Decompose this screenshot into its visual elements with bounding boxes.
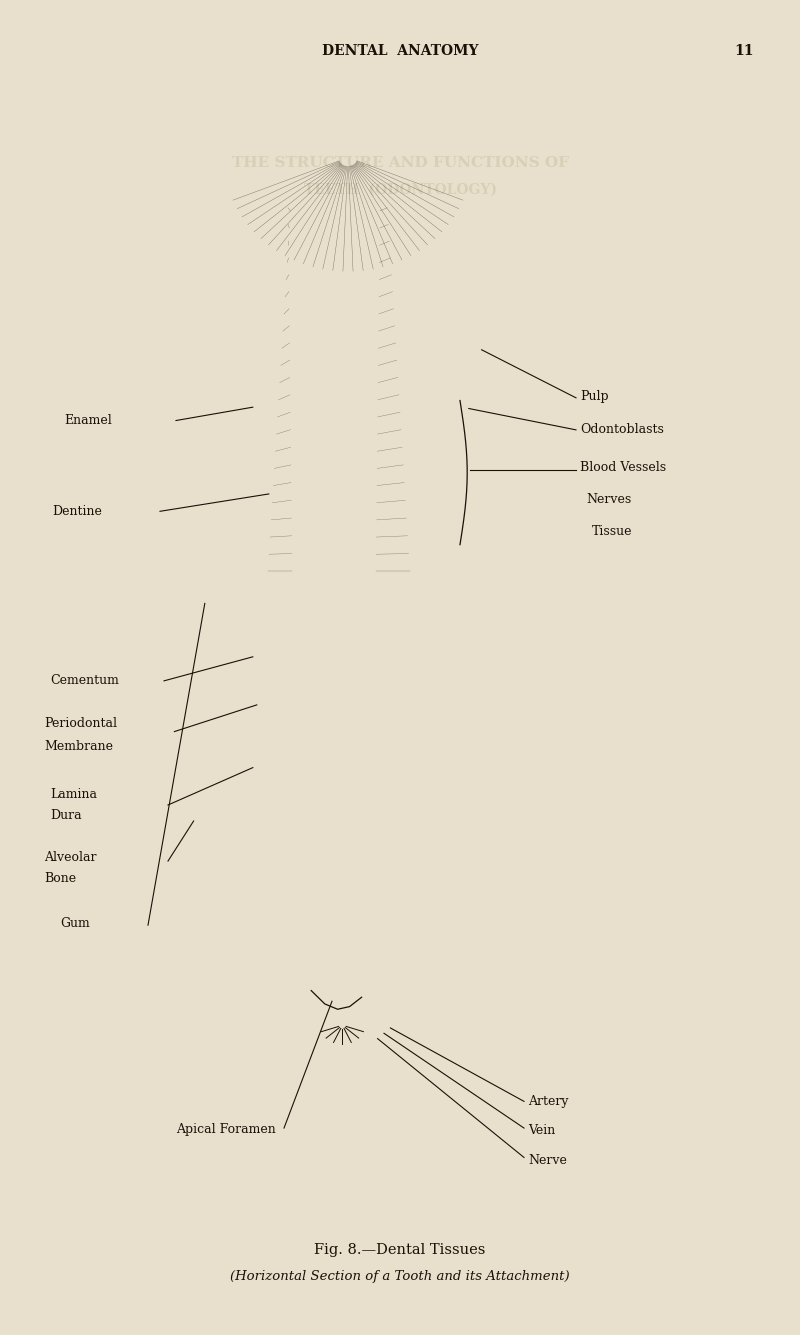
Text: Pulp: Pulp [580,390,609,403]
Text: Dura: Dura [50,809,82,822]
Text: Alveolar: Alveolar [44,850,97,864]
Text: Tissue: Tissue [592,525,633,538]
Text: Nerve: Nerve [528,1153,567,1167]
Text: (Horizontal Section of a Tooth and its Attachment): (Horizontal Section of a Tooth and its A… [230,1270,570,1283]
Text: DENTAL  ANATOMY: DENTAL ANATOMY [322,44,478,57]
Text: Gum: Gum [60,917,90,930]
Text: Blood Vessels: Blood Vessels [580,461,666,474]
Text: Dentine: Dentine [52,505,102,518]
Text: Nerves: Nerves [586,493,632,506]
Text: Odontoblasts: Odontoblasts [580,423,664,437]
Text: 11: 11 [734,44,754,57]
Text: Enamel: Enamel [64,414,112,427]
Text: Cementum: Cementum [50,674,119,688]
Text: Membrane: Membrane [44,740,113,753]
Text: Vein: Vein [528,1124,555,1137]
Text: TEETH  (ODONTOLOGY): TEETH (ODONTOLOGY) [303,183,497,196]
Text: Periodontal: Periodontal [44,717,117,730]
Text: Bone: Bone [44,872,76,885]
Text: Artery: Artery [528,1095,569,1108]
Text: Fig. 8.—Dental Tissues: Fig. 8.—Dental Tissues [314,1243,486,1256]
Text: THE STRUCTURE AND FUNCTIONS OF: THE STRUCTURE AND FUNCTIONS OF [231,156,569,170]
Text: Lamina: Lamina [50,788,98,801]
Text: Apical Foramen: Apical Foramen [176,1123,276,1136]
